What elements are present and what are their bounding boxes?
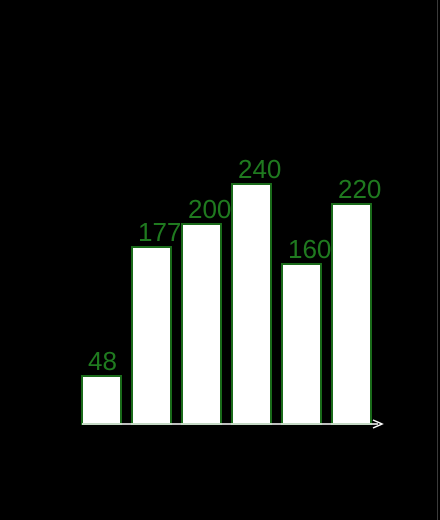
bar-value-label-4: 240: [238, 154, 281, 184]
bar-6: [331, 203, 372, 425]
bar-2: [131, 246, 172, 425]
bar-value-label-5: 160: [288, 234, 331, 264]
bar-value-label-1: 48: [88, 346, 117, 376]
bar-1: [81, 375, 122, 425]
bar-value-label-2: 177: [138, 217, 181, 247]
bars-layer: [81, 183, 372, 425]
bar-value-label-3: 200: [188, 194, 231, 224]
bar-3: [181, 223, 222, 425]
x-axis: [82, 419, 384, 429]
x-axis-arrow-icon: [372, 419, 384, 429]
bar-4: [231, 183, 272, 425]
bar-value-label-6: 220: [338, 174, 381, 204]
window-edge: [437, 0, 438, 520]
bar-5: [281, 263, 322, 425]
